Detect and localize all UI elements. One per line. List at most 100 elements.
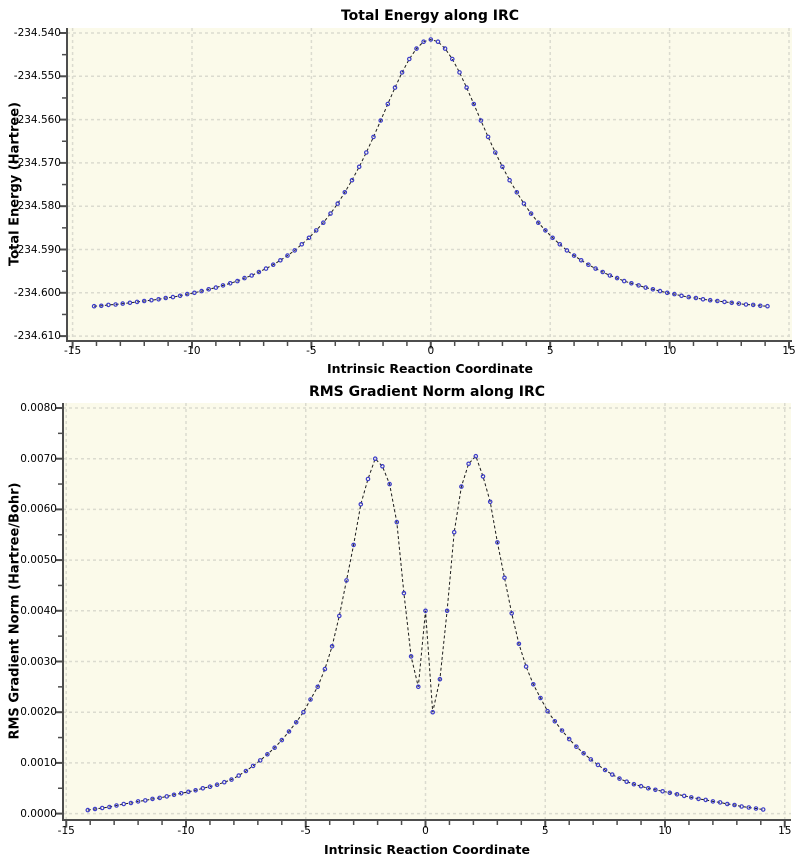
data-point-marker xyxy=(528,211,534,216)
data-point-marker xyxy=(156,296,161,302)
data-point-marker xyxy=(227,280,233,286)
energy-x-axis-label: Intrinsic Reaction Coordinate xyxy=(327,361,533,376)
data-point-marker xyxy=(127,300,133,306)
data-point-marker xyxy=(552,718,558,724)
data-point-marker xyxy=(134,299,140,305)
data-point-marker xyxy=(722,299,727,305)
data-point-marker xyxy=(308,697,313,702)
data-point-marker xyxy=(500,164,505,170)
data-point-marker xyxy=(249,273,255,278)
data-point-marker xyxy=(349,177,355,183)
data-point-marker xyxy=(757,303,763,309)
x-tick-label: -15 xyxy=(57,825,75,837)
y-tick-label: 0.0010 xyxy=(20,756,57,769)
data-point-marker xyxy=(285,253,290,258)
x-tick-label: -15 xyxy=(64,345,82,357)
data-point-marker xyxy=(588,757,594,762)
data-point-marker xyxy=(538,695,543,701)
data-point-marker xyxy=(480,474,486,479)
data-point-marker xyxy=(717,800,723,805)
data-point-marker xyxy=(292,248,298,253)
x-tick-label: -10 xyxy=(183,345,201,357)
data-series-line xyxy=(87,455,764,811)
data-point-marker xyxy=(421,39,426,45)
data-point-marker xyxy=(193,787,198,793)
data-point-marker xyxy=(449,56,455,62)
data-point-marker xyxy=(492,150,498,155)
data-point-marker xyxy=(272,745,277,751)
data-point-marker xyxy=(121,801,127,807)
data-point-marker xyxy=(631,781,637,787)
data-point-marker xyxy=(150,796,155,802)
data-point-marker xyxy=(724,801,730,807)
data-point-marker xyxy=(242,275,247,281)
data-point-marker xyxy=(564,248,570,253)
y-tick-label: 0.0050 xyxy=(20,554,57,567)
data-point-marker xyxy=(257,758,263,763)
data-point-marker xyxy=(746,805,752,810)
data-point-marker xyxy=(442,46,448,51)
data-point-marker xyxy=(164,794,170,799)
data-point-marker xyxy=(679,293,684,299)
data-point-marker xyxy=(392,85,398,90)
data-point-marker xyxy=(157,795,163,801)
data-point-marker xyxy=(753,806,759,811)
data-point-marker xyxy=(328,211,333,216)
x-tick-label: 0 xyxy=(427,345,435,357)
y-tick-label: -234.560 xyxy=(13,113,61,126)
y-tick-label: -234.610 xyxy=(13,330,61,343)
data-point-marker xyxy=(406,56,412,62)
data-point-marker xyxy=(394,519,400,525)
data-point-marker xyxy=(206,286,212,292)
data-point-marker xyxy=(214,782,220,788)
data-point-marker xyxy=(638,783,644,789)
data-point-marker xyxy=(743,302,749,307)
x-tick-label: 10 xyxy=(658,825,672,837)
data-point-marker xyxy=(315,684,321,690)
data-point-marker xyxy=(229,777,234,782)
data-point-marker xyxy=(113,302,118,307)
gradient-x-axis-label: Intrinsic Reaction Coordinate xyxy=(324,842,530,857)
data-point-marker xyxy=(263,266,269,271)
data-point-marker xyxy=(710,799,716,804)
gradient-chart-title: RMS Gradient Norm along IRC xyxy=(308,384,546,400)
data-point-marker xyxy=(378,118,384,123)
data-point-marker xyxy=(750,302,756,308)
x-tick-label: 5 xyxy=(546,345,554,357)
data-point-marker xyxy=(430,709,436,715)
data-point-marker xyxy=(550,235,555,241)
data-point-marker xyxy=(444,608,450,614)
data-point-marker xyxy=(545,708,550,714)
data-point-marker xyxy=(607,273,613,278)
data-point-marker xyxy=(624,779,630,785)
data-point-marker xyxy=(636,283,641,288)
data-point-marker xyxy=(306,235,312,241)
data-point-marker xyxy=(574,744,579,750)
data-point-marker xyxy=(459,484,464,489)
data-point-marker xyxy=(736,301,742,306)
data-point-marker xyxy=(566,736,572,742)
data-point-marker xyxy=(301,709,306,715)
data-point-marker xyxy=(681,793,687,799)
data-point-marker xyxy=(688,795,694,800)
data-point-marker xyxy=(178,790,184,796)
data-point-marker xyxy=(387,481,392,487)
data-point-marker xyxy=(358,501,364,507)
data-point-marker xyxy=(286,729,292,734)
data-point-marker xyxy=(128,800,134,806)
data-point-marker xyxy=(222,779,227,785)
data-point-marker xyxy=(149,297,154,303)
data-point-marker xyxy=(672,291,677,297)
data-point-marker xyxy=(114,803,119,808)
data-point-marker xyxy=(207,784,213,790)
data-point-marker xyxy=(243,768,249,774)
x-tick-label: 5 xyxy=(541,825,549,837)
data-point-marker xyxy=(578,257,584,263)
data-point-marker xyxy=(629,280,634,286)
plot-area-background xyxy=(67,28,792,341)
data-point-marker xyxy=(543,228,548,233)
y-tick-label: -234.540 xyxy=(13,27,61,39)
data-point-marker xyxy=(186,789,191,795)
data-point-marker xyxy=(693,295,699,301)
